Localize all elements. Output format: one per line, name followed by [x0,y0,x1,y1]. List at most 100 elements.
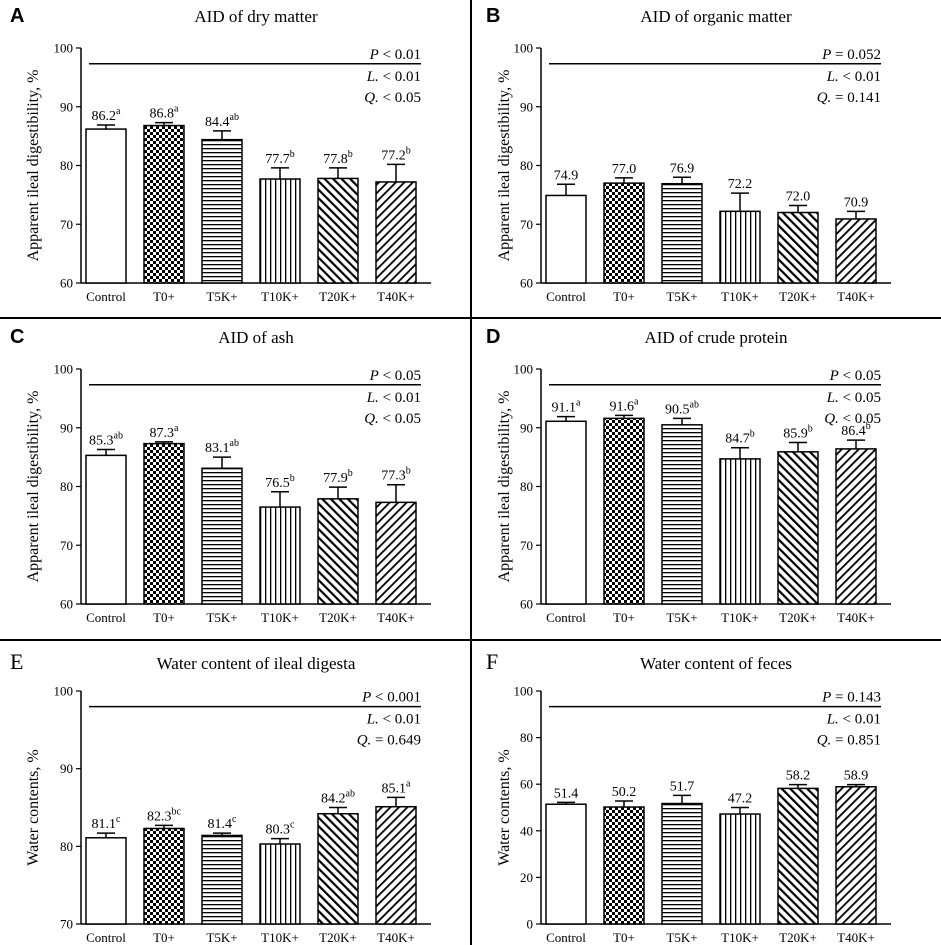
y-tick-label: 90 [60,99,73,114]
data-label: 86.2a [92,106,122,124]
bar [143,827,185,925]
stat-label: L. < 0.01 [366,712,421,728]
data-label: 87.3a [150,423,180,441]
y-tick-label: 100 [514,684,534,699]
x-tick-label: T0+ [613,930,635,945]
x-tick-label: T20K+ [319,289,357,304]
data-label: 77.7b [265,149,295,167]
panel-b: B AID of organic matter 60 70 80 90 100Apparen… [486,5,891,304]
chart-title: Water content of feces [640,654,792,673]
data-label: 86.8a [150,104,180,122]
bar [143,442,185,605]
x-tick-label: T20K+ [779,930,817,945]
bar [835,786,877,925]
bar [719,210,761,284]
x-tick-label: T5K+ [206,610,237,625]
y-tick-label: 80 [520,158,533,173]
stat-label: P = 0.052 [821,47,881,63]
bar [603,182,645,284]
stat-label: Q. < 0.05 [364,411,421,427]
x-tick-label: T40K+ [837,610,875,625]
x-tick-label: T0+ [153,610,175,625]
bar [143,124,185,284]
x-tick-label: T20K+ [319,610,357,625]
y-tick-label: 80 [520,479,533,494]
bar [777,451,819,605]
bar [259,843,301,925]
x-tick-label: Control [86,930,126,945]
x-tick-label: T5K+ [666,610,697,625]
x-tick-label: T40K+ [377,610,415,625]
x-tick-label: T0+ [153,930,175,945]
panel-label: B [486,5,500,27]
data-label: 91.1a [552,398,582,416]
data-label: 76.9 [670,161,695,176]
data-label: 72.0 [786,189,811,204]
data-label: 77.8b [323,149,353,167]
x-tick-label: T40K+ [377,930,415,945]
stat-label: Q. = 0.851 [817,733,881,749]
x-tick-label: T40K+ [837,289,875,304]
y-tick-label: 70 [60,538,73,553]
x-tick-label: Control [546,289,586,304]
data-label: 47.2 [728,792,753,807]
data-label: 77.2b [381,145,411,163]
bar [661,802,703,925]
stat-label: Q. = 0.649 [357,733,421,749]
x-tick-label: T40K+ [837,930,875,945]
data-label: 77.3b [381,466,411,484]
bar [375,501,417,605]
y-tick-label: 90 [520,99,533,114]
x-tick-label: T10K+ [721,930,759,945]
y-tick-label: 100 [54,684,74,699]
data-label: 76.5b [265,473,295,491]
data-label: 85.3ab [89,430,123,448]
bar [661,182,703,284]
bar [545,420,587,605]
y-axis-label: Water contents, % [25,749,42,865]
y-axis-label: Apparent ileal digestibility, % [496,391,513,583]
y-tick-label: 0 [527,917,534,932]
bar [317,812,359,925]
y-axis-label: Apparent ileal digestibility, % [496,70,513,262]
data-label: 84.7b [725,429,755,447]
y-tick-label: 80 [60,479,73,494]
x-tick-label: T20K+ [779,610,817,625]
x-tick-label: Control [546,610,586,625]
data-label: 86.4b [841,421,871,439]
stat-label: L. < 0.01 [366,69,421,85]
x-tick-label: Control [546,930,586,945]
stat-label: P < 0.05 [369,368,421,384]
bar [201,834,243,925]
bar [777,787,819,925]
x-tick-label: T20K+ [779,289,817,304]
y-tick-label: 90 [520,420,533,435]
stat-label: Q. < 0.05 [364,90,421,106]
bar [835,218,877,284]
bar [545,194,587,284]
data-label: 81.4c [208,814,238,832]
bar [85,128,127,284]
x-tick-label: T0+ [613,289,635,304]
y-tick-label: 70 [520,538,533,553]
panel-label: A [10,5,24,27]
x-tick-label: T10K+ [261,610,299,625]
data-label: 85.9b [783,423,813,441]
x-tick-label: T5K+ [206,289,237,304]
data-label: 85.1a [382,778,412,796]
x-tick-label: T5K+ [206,930,237,945]
y-tick-label: 100 [54,362,74,377]
data-label: 77.0 [612,162,637,177]
panel-e: E Water content of ileal digesta 70 80 90 100… [10,649,431,945]
bar [835,448,877,605]
bar [719,458,761,605]
chart-title: Water content of ileal digesta [157,654,356,673]
chart-title: AID of dry matter [194,7,318,26]
data-label: 80.3c [266,820,296,838]
x-tick-label: T0+ [153,289,175,304]
y-tick-label: 70 [60,917,73,932]
y-tick-label: 70 [60,217,73,232]
y-tick-label: 60 [520,276,533,291]
stat-label: Q. = 0.141 [817,90,881,106]
data-label: 51.4 [554,786,579,801]
